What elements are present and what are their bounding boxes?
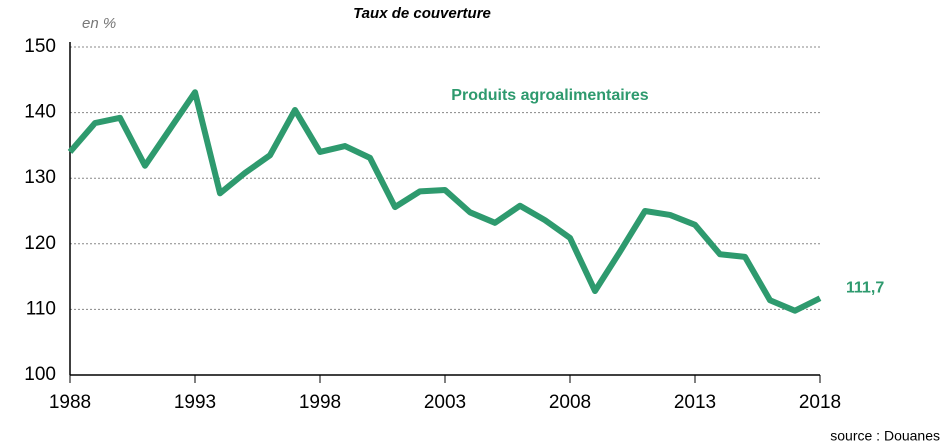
series-label: Produits agroalimentaires <box>451 87 648 104</box>
y-tick-label: 120 <box>24 233 56 254</box>
x-tick-label: 1998 <box>299 392 341 413</box>
x-tick-label: 2003 <box>424 392 466 413</box>
x-tick-label: 1993 <box>174 392 216 413</box>
y-tick-label: 100 <box>24 364 56 385</box>
x-tick-label: 2018 <box>799 392 841 413</box>
series-line <box>67 89 822 314</box>
y-tick-label: 150 <box>24 36 56 57</box>
y-tick-label: 110 <box>26 298 56 319</box>
x-tick-label: 2008 <box>549 392 591 413</box>
x-tick-label: 2013 <box>674 392 716 413</box>
value-label: 111,7 <box>846 279 884 296</box>
y-tick-label: 130 <box>24 167 56 188</box>
source-note: source : Douanes <box>830 428 940 444</box>
chart-title: Taux de couverture <box>353 5 491 22</box>
y-tick-label: 140 <box>24 102 56 123</box>
y-axis-label: en % <box>82 15 116 32</box>
x-tick-label: 1988 <box>49 392 91 413</box>
